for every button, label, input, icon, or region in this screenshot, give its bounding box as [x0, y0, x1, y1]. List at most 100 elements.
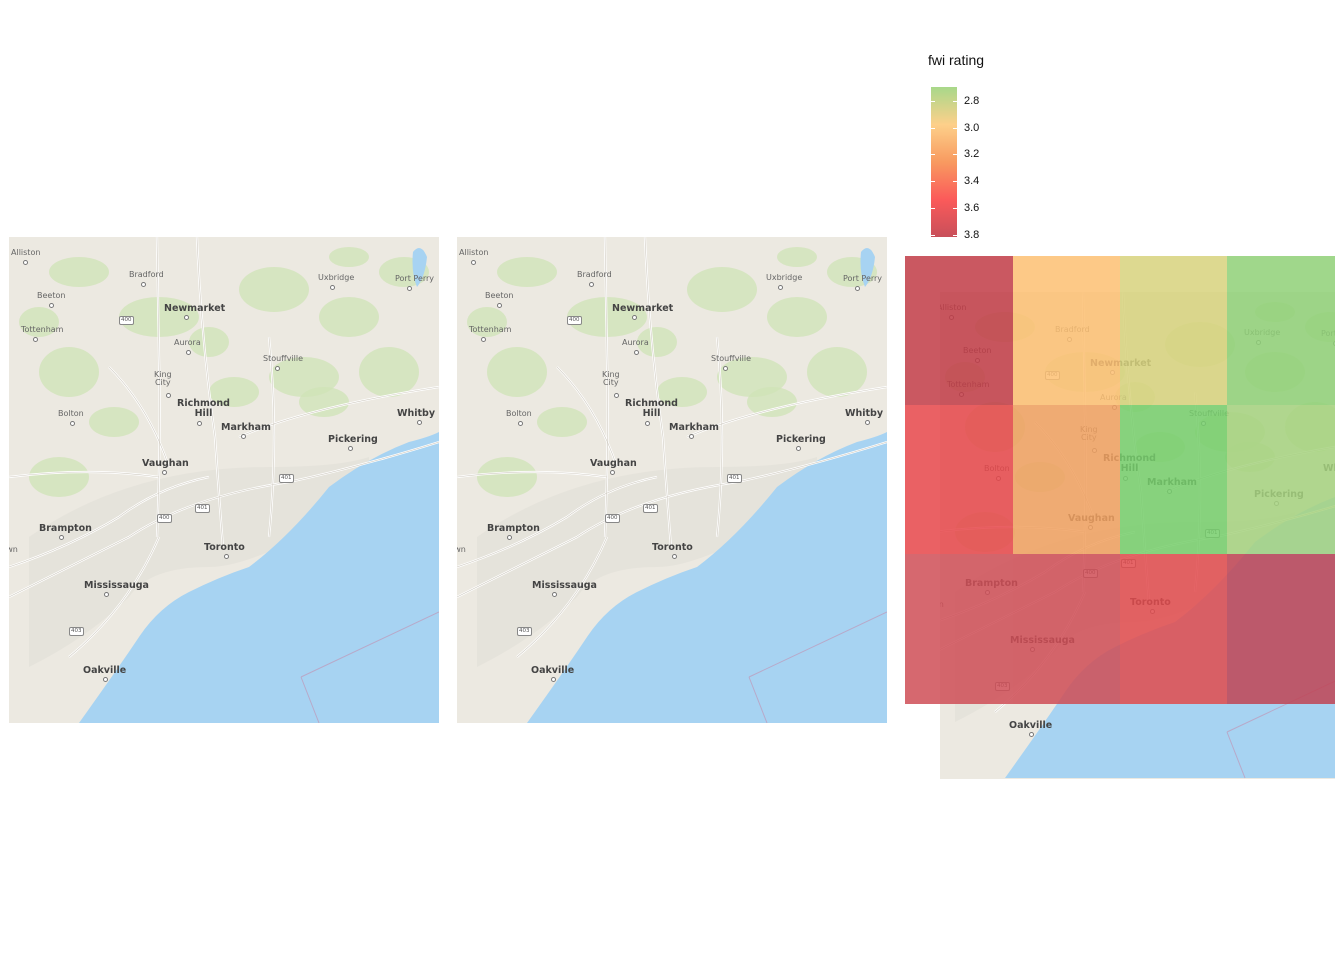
highway-shield-icon: 403: [69, 627, 84, 636]
legend-tick: 3.4: [964, 175, 980, 187]
place-label-brampton: Brampton: [39, 523, 92, 534]
place-label-mississauga: Mississauga: [84, 580, 149, 591]
legend-tick: 3.6: [964, 202, 980, 214]
highway-road-edge: [268, 336, 275, 538]
place-marker-icon: [330, 285, 335, 290]
place-label-oakville: Oakville: [1009, 720, 1053, 731]
place-label-vaughan: Vaughan: [142, 458, 189, 469]
border-line: [300, 676, 320, 723]
place-marker-icon: [551, 677, 556, 682]
border-line: [748, 676, 768, 723]
fwi-rating-grid-overlay: [905, 256, 1335, 704]
place-marker-icon: [778, 285, 783, 290]
highway-road-edge: [156, 237, 160, 538]
place-label-bradford: Bradford: [577, 270, 612, 279]
highway-road-edge: [9, 441, 439, 598]
green-area: [39, 347, 99, 397]
green-area: [717, 357, 787, 397]
legend-tick: 2.8: [964, 95, 980, 107]
legend-tick-mark: [953, 208, 957, 209]
grid-cell: [1227, 405, 1335, 554]
place-marker-icon: [197, 421, 202, 426]
legend-tick-mark: [931, 181, 935, 182]
place-label-tottenham: Tottenham: [469, 325, 512, 334]
grid-cell: [1227, 256, 1335, 405]
legend-tick-mark: [953, 181, 957, 182]
green-area: [29, 457, 89, 497]
highway-road-edge: [604, 237, 608, 538]
place-marker-icon: [589, 282, 594, 287]
base-map-panel-1[interactable]: Alliston Bradford Uxbridge Port Perry Beeton…: [9, 237, 439, 723]
lake-scugog: [860, 248, 875, 287]
place-label-markham: Markham: [669, 422, 719, 433]
place-marker-icon: [865, 420, 870, 425]
green-area: [89, 407, 139, 437]
highway-shield-icon: 403: [517, 627, 532, 636]
place-label-uxbridge: Uxbridge: [318, 273, 355, 282]
highway-road-edge: [457, 441, 887, 598]
place-marker-icon: [33, 337, 38, 342]
green-area: [487, 347, 547, 397]
place-label-toronto: Toronto: [652, 542, 693, 553]
place-marker-icon: [141, 282, 146, 287]
green-area: [359, 347, 419, 397]
place-label-beeton: Beeton: [37, 291, 66, 300]
green-area: [49, 257, 109, 287]
place-label-bradford: Bradford: [129, 270, 164, 279]
place-label-newmarket: Newmarket: [164, 303, 226, 314]
place-label-uxbridge: Uxbridge: [766, 273, 803, 282]
place-marker-icon: [1029, 732, 1034, 737]
highway-shield-icon: 401: [279, 474, 294, 483]
place-label-markham: Markham: [221, 422, 271, 433]
highway-road-edge: [9, 476, 210, 568]
place-marker-icon: [417, 420, 422, 425]
place-label-aurora: Aurora: [174, 338, 201, 347]
lake-scugog: [412, 248, 427, 287]
border-line: [1226, 731, 1246, 779]
place-label-vaughan: Vaughan: [590, 458, 637, 469]
green-area: [269, 357, 339, 397]
highway-road-edge: [108, 366, 170, 468]
highway-road-edge: [716, 336, 723, 538]
place-marker-icon: [275, 366, 280, 371]
place-label-port-perry: Port Perry: [395, 274, 435, 283]
grid-cell: [1120, 256, 1227, 405]
place-marker-icon: [497, 303, 502, 308]
place-label-beeton: Beeton: [485, 291, 514, 300]
place-marker-icon: [552, 592, 557, 597]
place-marker-icon: [855, 286, 860, 291]
highway-road-edge: [196, 237, 224, 548]
base-map-panel-2[interactable]: Alliston Bradford Uxbridge Port Perry Beeton…: [457, 237, 887, 723]
place-marker-icon: [103, 677, 108, 682]
highway-shield-icon: 400: [605, 514, 620, 523]
grid-cell: [1120, 554, 1227, 704]
fwi-legend: fwi rating 2.8 3.0 3.2 3.4 3.6 3.8: [922, 50, 1082, 250]
green-area: [637, 327, 677, 357]
place-label-bolton: Bolton: [506, 409, 532, 418]
highway-road-edge: [686, 386, 887, 438]
green-area: [329, 247, 369, 267]
legend-tick: 3.2: [964, 148, 980, 160]
place-marker-icon: [610, 470, 615, 475]
place-label-tottenham: Tottenham: [21, 325, 64, 334]
highway-shield-icon: 401: [643, 504, 658, 513]
legend-tick-mark: [953, 128, 957, 129]
place-label-bolton: Bolton: [58, 409, 84, 418]
green-area: [239, 267, 309, 312]
highway-road-edge: [556, 366, 618, 468]
place-marker-icon: [184, 315, 189, 320]
place-marker-icon: [672, 554, 677, 559]
legend-tick-mark: [953, 154, 957, 155]
grid-cell: [1120, 405, 1227, 554]
place-marker-icon: [49, 303, 54, 308]
place-label-aurora: Aurora: [622, 338, 649, 347]
grid-cell: [1013, 256, 1120, 405]
green-area: [209, 377, 259, 407]
highway-road-edge: [9, 471, 160, 478]
green-area: [657, 377, 707, 407]
green-area: [537, 407, 587, 437]
legend-tick: 3.0: [964, 122, 980, 134]
place-marker-icon: [162, 470, 167, 475]
green-area: [747, 387, 797, 417]
